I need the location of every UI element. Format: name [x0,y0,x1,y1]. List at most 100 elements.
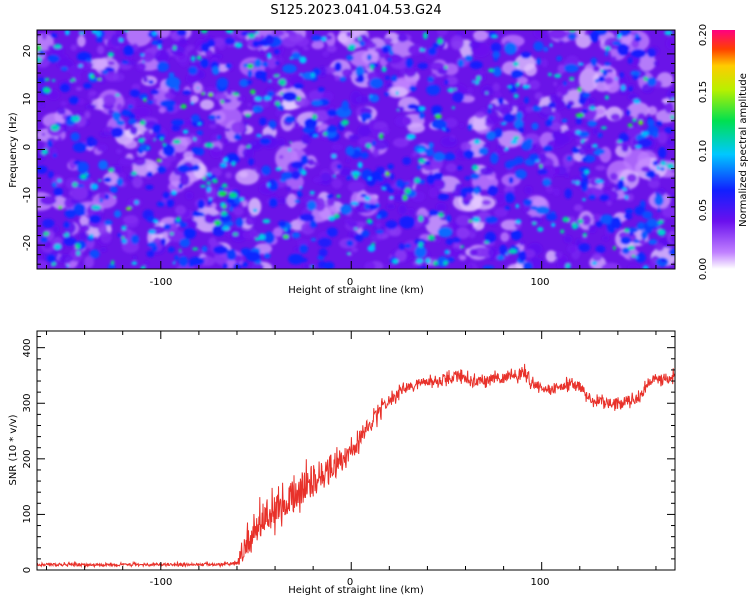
heatmap-cell [534,92,543,100]
heatmap-cell [306,200,317,211]
heatmap-cell [168,72,175,78]
heatmap-cell [660,160,667,167]
heatmap-cell [75,87,83,91]
heatmap-cell [62,236,77,246]
heatmap-cell [537,168,548,175]
heatmap-cell [357,161,363,169]
heatmap-cell [551,222,556,227]
heatmap-cell [657,220,664,225]
heatmap-cell [507,85,512,89]
heatmap-cell [624,227,630,233]
heatmap-cell [535,159,540,163]
heatmap-cell [178,36,188,46]
heatmap-cell [113,196,117,198]
heatmap-cell [56,58,74,70]
heatmap-cell [664,101,674,114]
heatmap-cell [199,256,216,267]
heatmap-cell [224,128,231,132]
heatmap-cell [53,44,62,49]
heatmap-cell [418,112,425,120]
heatmap-cell [627,245,636,251]
heatmap-cell [637,138,653,148]
heatmap-cell [275,101,281,107]
heatmap-cell [121,109,132,117]
heatmap-cell [279,91,284,95]
heatmap-cell [625,208,634,214]
heatmap-cell [334,74,340,81]
heatmap-cell [581,157,587,162]
heatmap-cell [286,185,292,191]
heatmap-cell [448,247,462,258]
heatmap-cell [68,96,80,105]
heatmap-cell [196,130,203,136]
snr-x-tick-label: 100 [530,577,549,588]
heatmap-cell [301,169,307,176]
snr-series-line [37,363,675,569]
heatmap-cell [348,134,360,141]
heatmap-cell [387,57,392,62]
heatmap-cell [567,244,576,254]
snr-axis-ticks [37,331,675,571]
colorbar-tick-label: 0.20 [698,24,709,46]
heatmap-cell [311,34,322,42]
heatmap-cell [601,235,610,241]
heatmap-cell [485,114,500,125]
heatmap-cell [595,220,603,228]
heatmap-cell [76,111,84,117]
heatmap-cell [77,60,94,71]
heatmap-cell [89,214,102,224]
heatmap-cell [331,143,343,151]
heatmap-cell [419,179,426,185]
heatmap-cell [341,68,354,77]
heatmap-cell [584,169,590,175]
heatmap-cell [267,90,275,97]
heatmap-cell [590,57,598,67]
heatmap-cell [40,195,57,206]
heatmap-cell [580,180,586,189]
heatmap-cell [436,30,448,36]
heatmap-cell [259,137,271,145]
heatmap-cell [162,144,176,157]
heatmap-cell [157,44,162,49]
heatmap-cell [83,82,92,89]
heatmap-cell [444,127,450,133]
heatmap-cell [670,234,675,243]
heatmap-cell [247,103,252,107]
heatmap-cell [481,85,494,97]
heatmap-cell [578,62,584,66]
heatmap-cell [53,237,63,246]
heatmap-cell [197,122,202,126]
heatmap-cell [309,220,317,229]
heatmap-cell [60,100,67,107]
heatmap-cell [647,119,655,127]
heatmap-cell [504,147,509,151]
heatmap-cell [402,157,412,165]
heatmap-cell [167,246,175,253]
heatmap-cell [228,192,238,199]
heatmap-cell [354,173,358,180]
heatmap-cell [445,214,452,223]
heatmap-cell [213,245,229,255]
heatmap-cell [290,141,307,150]
heatmap-cell [492,66,502,77]
heatmap-cell [388,187,395,194]
heatmap-cell [557,64,566,74]
snr-frame [36,330,676,571]
heatmap-cell [75,209,86,217]
heatmap-cell [176,30,187,37]
heatmap-cell [41,148,49,155]
heatmap-cell [414,245,427,259]
heatmap-cell [192,164,200,172]
heatmap-cell [369,64,375,71]
heatmap-cell [203,86,219,97]
heatmap-cell [284,228,288,231]
heatmap-cell [313,176,323,183]
heatmap-cell [104,193,110,200]
heatmap-cell [634,36,642,42]
heatmap-cell [115,93,121,97]
heatmap-cell [147,100,154,104]
heatmap-cell [51,181,57,188]
heatmap-cell [326,196,336,207]
heatmap-cell [605,68,614,73]
heatmap-cell [121,236,125,240]
